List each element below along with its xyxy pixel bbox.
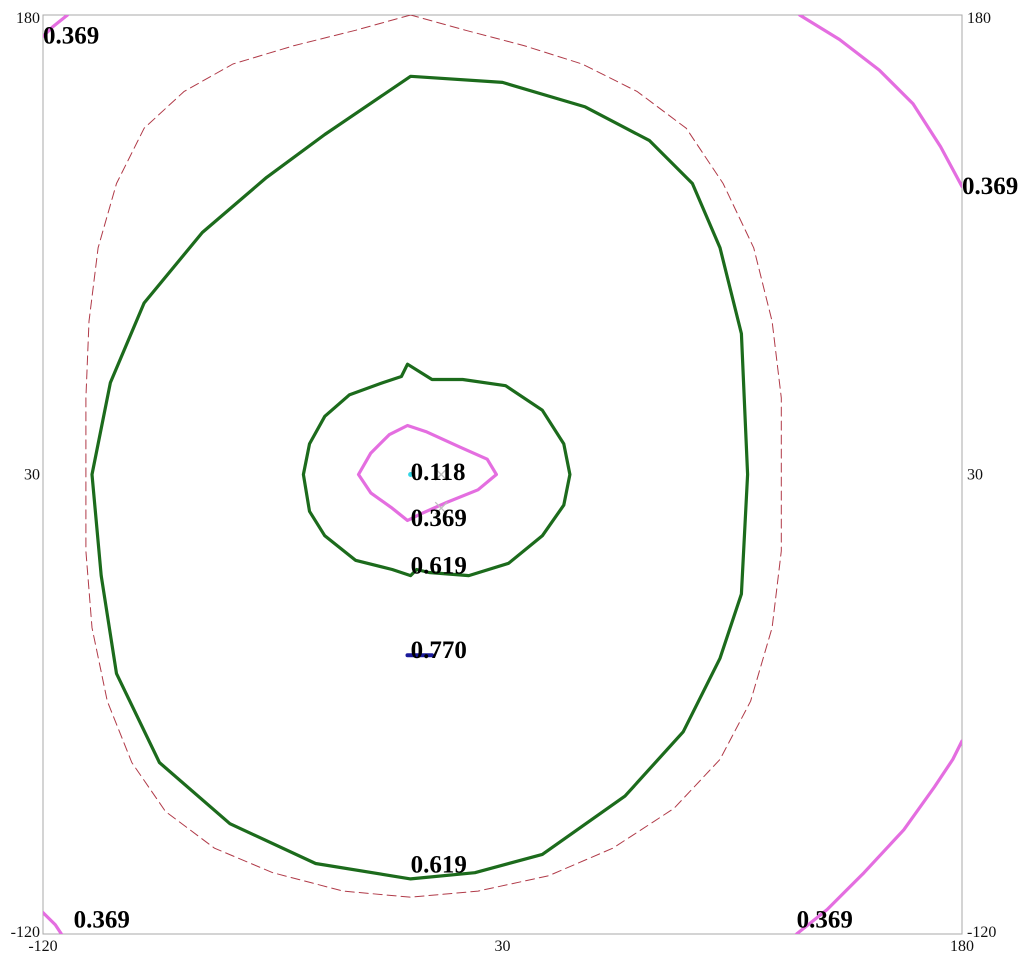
cross-marker-0 [434, 468, 448, 481]
plot-frame [42, 14, 963, 935]
contour-level-label-8: 0.369 [797, 906, 853, 933]
contour-line-inner-green [301, 362, 572, 578]
contour-level-label-0: 0.118 [411, 459, 466, 486]
contour-level-label-7: 0.369 [74, 906, 130, 933]
contour-line-corner-pink-top-left [43, 15, 70, 38]
x-tick-label-0: -120 [28, 938, 57, 955]
y-tick-label-left-0: 180 [16, 10, 40, 27]
contour-layer [43, 15, 962, 934]
contour-level-label-6: 0.369 [962, 173, 1018, 200]
contour-level-label-2: 0.619 [411, 553, 467, 580]
contour-level-labels: 0.118 0.369 0.619 0.770 0.619 0.369 0.369 0.369… [43, 23, 1018, 934]
y-tick-label-right-0: 180 [967, 10, 991, 27]
contour-line-corner-pink-top-right [798, 15, 962, 189]
y-tick-label-left-1: 30 [24, 467, 40, 484]
y-tick-label-right-1: 30 [967, 467, 983, 484]
contour-level-label-3: 0.770 [411, 637, 467, 664]
x-tick-label-2: 180 [950, 938, 974, 955]
contour-line-outer-green [90, 74, 750, 881]
x-tick-label-1: 30 [495, 938, 511, 955]
contour-level-label-1: 0.369 [411, 505, 467, 532]
contour-line-corner-pink-bottom-left [43, 911, 63, 934]
contour-level-label-4: 0.619 [411, 851, 467, 878]
dot-marker-2 [408, 472, 414, 477]
contour-line-inner-pink [356, 423, 498, 523]
y-tick-label-right-2: -120 [967, 924, 996, 941]
contour-level-label-5: 0.369 [43, 23, 99, 50]
marker-layer [408, 468, 448, 515]
contour-line-outer-dashed [85, 15, 782, 898]
y-tick-label-left-2: -120 [11, 924, 40, 941]
contour-line-corner-pink-bottom-right [795, 739, 962, 934]
cross-marker-1 [434, 501, 448, 515]
